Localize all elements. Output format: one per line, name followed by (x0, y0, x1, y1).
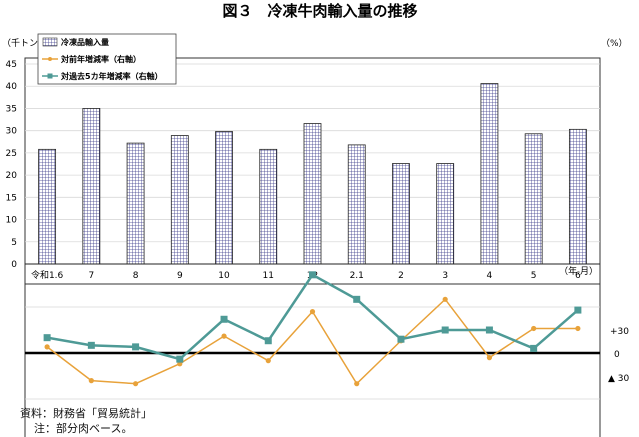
x-tick-label: 11 (263, 271, 274, 281)
bar (82, 108, 101, 265)
series-point (309, 309, 316, 315)
legend-box (37, 33, 177, 85)
left-axis-ticks: 0 5 10 15 20 25 30 35 40 45 (6, 60, 18, 270)
series-point (397, 335, 405, 343)
series-point (265, 358, 271, 364)
series-point (264, 337, 272, 345)
bar (568, 128, 587, 265)
right-tick-plus: +30 (610, 327, 629, 337)
series-point (353, 295, 361, 303)
legend-bar-swatch (42, 37, 58, 47)
series-point (530, 344, 538, 352)
series-point (485, 326, 493, 334)
right-tick-minus: ▲ 30 (608, 374, 630, 384)
left-axis-unit: （千トン） (2, 38, 47, 49)
left-tick-label: 20 (6, 171, 18, 181)
plot-frame (24, 57, 601, 437)
series-point (220, 315, 228, 323)
legend-marker-5yr (47, 73, 53, 79)
bar (215, 131, 233, 265)
x-tick-label: 令和1.6 (31, 269, 64, 281)
bar (170, 135, 189, 265)
x-tick-label: 7 (88, 271, 94, 281)
left-tick-label: 10 (6, 216, 18, 226)
left-tick-label: 5 (11, 238, 17, 248)
series-point (43, 334, 51, 342)
source-note: 資料：財務省「貿易統計」 (20, 407, 152, 420)
legend-label-yoy: 対前年増減率（右軸） (60, 54, 141, 64)
series-point (132, 381, 139, 387)
series-point (486, 355, 493, 361)
bar (303, 123, 322, 265)
series-point (309, 271, 316, 279)
series-point (87, 341, 95, 349)
series-point (575, 325, 581, 332)
right-axis-unit: （%） (601, 38, 628, 49)
bar (436, 163, 455, 265)
series-point (176, 355, 184, 363)
x-tick-label: 4 (487, 271, 493, 281)
x-tick-label: 10 (218, 271, 230, 281)
left-tick-label: 40 (6, 82, 18, 92)
legend-label-bars: 冷凍品輸入量 (61, 37, 109, 47)
upper-gridlines (25, 63, 600, 243)
footnote: 注：部分肉ベース。 (34, 422, 133, 435)
series-point (221, 333, 227, 339)
legend-label-5yr: 対過去5カ年増減率（右軸） (60, 71, 163, 81)
series-point (132, 343, 140, 351)
series-point (441, 326, 449, 334)
bar (259, 148, 278, 265)
left-tick-label: 25 (6, 149, 17, 159)
x-tick-label: 3 (442, 271, 448, 281)
series-point (44, 344, 50, 350)
series-point (574, 306, 582, 314)
series-point (531, 325, 537, 332)
right-tick-zero: 0 (614, 350, 620, 360)
line-series (43, 271, 582, 387)
bar (524, 133, 543, 265)
x-tick-label: 9 (177, 271, 183, 281)
x-tick-label: 5 (531, 271, 537, 281)
series-line (46, 273, 579, 361)
left-tick-label: 15 (6, 193, 17, 203)
series-point (88, 378, 94, 384)
left-tick-label: 45 (6, 60, 17, 70)
bar (38, 148, 57, 265)
x-tick-label: 6 (575, 271, 581, 281)
legend-marker-yoy (48, 57, 52, 61)
x-tick-label: 2.1 (350, 271, 364, 281)
bar-series (38, 83, 587, 265)
series-point (354, 381, 360, 387)
left-tick-label: 30 (6, 127, 18, 137)
series-point (442, 296, 448, 302)
bar (347, 144, 366, 265)
x-tick-label: 2 (398, 271, 404, 281)
legend: 冷凍品輸入量 対前年増減率（右軸） 対過去5カ年増減率（右軸） (37, 33, 177, 85)
left-tick-label: 0 (11, 260, 17, 270)
lower-gridlines (25, 306, 600, 400)
x-axis-unit: （年.月） (559, 265, 598, 277)
chart-title: 図３ 冷凍牛肉輸入量の推移 (222, 2, 417, 20)
left-tick-label: 35 (6, 104, 17, 114)
bar (392, 163, 410, 265)
bar (126, 142, 145, 265)
x-tick-label: 8 (133, 271, 139, 281)
bar (480, 83, 499, 265)
